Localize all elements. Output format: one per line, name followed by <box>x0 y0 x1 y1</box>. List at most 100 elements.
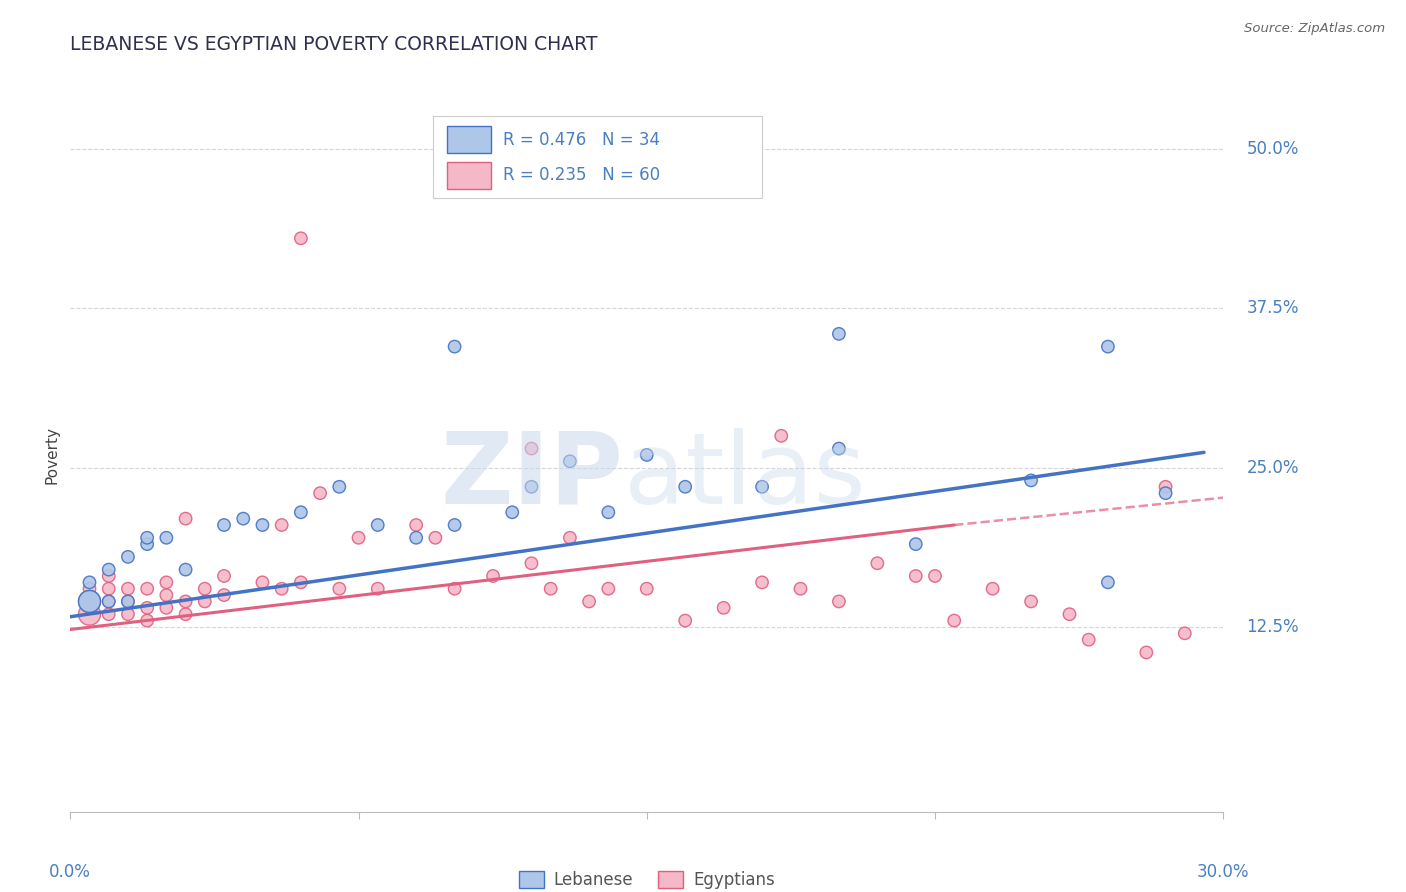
Bar <box>447 126 491 153</box>
Point <box>79 594 101 608</box>
Legend: Lebanese, Egyptians: Lebanese, Egyptians <box>512 864 782 892</box>
Point <box>174 511 197 525</box>
Point <box>828 442 851 456</box>
Point <box>1077 632 1099 647</box>
Point <box>673 614 696 628</box>
Point <box>252 518 274 533</box>
Point <box>194 582 217 596</box>
Point <box>1174 626 1197 640</box>
Point <box>136 582 159 596</box>
Point <box>904 537 927 551</box>
Point <box>405 531 427 545</box>
Point <box>904 569 927 583</box>
Point <box>155 588 177 602</box>
Point <box>328 480 350 494</box>
Text: LEBANESE VS EGYPTIAN POVERTY CORRELATION CHART: LEBANESE VS EGYPTIAN POVERTY CORRELATION… <box>70 35 598 54</box>
Point <box>520 556 543 570</box>
Text: 50.0%: 50.0% <box>1246 140 1299 158</box>
Point <box>117 594 139 608</box>
Point <box>1135 645 1157 659</box>
Point <box>520 480 543 494</box>
Text: atlas: atlas <box>624 428 865 524</box>
Text: R = 0.235   N = 60: R = 0.235 N = 60 <box>503 166 659 184</box>
Point <box>174 607 197 622</box>
Point <box>136 600 159 615</box>
Point <box>443 518 465 533</box>
Point <box>924 569 946 583</box>
Point <box>598 505 620 519</box>
Point <box>943 614 966 628</box>
Point <box>97 594 120 608</box>
FancyBboxPatch shape <box>433 116 762 198</box>
Y-axis label: Poverty: Poverty <box>44 425 59 484</box>
Point <box>155 531 177 545</box>
Point <box>367 518 389 533</box>
Text: Source: ZipAtlas.com: Source: ZipAtlas.com <box>1244 22 1385 36</box>
Point <box>598 582 620 596</box>
Point <box>713 600 735 615</box>
Point <box>789 582 811 596</box>
Text: 0.0%: 0.0% <box>49 863 91 880</box>
Point <box>520 442 543 456</box>
Point <box>770 429 793 443</box>
Point <box>97 607 120 622</box>
Point <box>290 231 312 245</box>
Point <box>981 582 1004 596</box>
Point <box>309 486 332 500</box>
Point <box>79 607 101 622</box>
Point <box>501 505 523 519</box>
Bar <box>447 162 491 189</box>
Text: 30.0%: 30.0% <box>1197 863 1250 880</box>
Point <box>117 607 139 622</box>
Point <box>174 563 197 577</box>
Point <box>270 582 292 596</box>
Point <box>482 569 505 583</box>
Point <box>155 600 177 615</box>
Point <box>155 575 177 590</box>
Point <box>290 575 312 590</box>
Point <box>194 594 217 608</box>
Point <box>97 582 120 596</box>
Point <box>79 575 101 590</box>
Point <box>1019 594 1042 608</box>
Point <box>1059 607 1081 622</box>
Point <box>751 480 773 494</box>
Point <box>232 511 254 525</box>
Point <box>97 563 120 577</box>
Text: 12.5%: 12.5% <box>1246 618 1299 636</box>
Point <box>136 537 159 551</box>
Point <box>636 448 658 462</box>
Point <box>97 594 120 608</box>
Point <box>136 531 159 545</box>
Point <box>558 454 581 468</box>
Point <box>212 518 235 533</box>
Point <box>1019 474 1042 488</box>
Point <box>540 582 562 596</box>
Point <box>212 569 235 583</box>
Point <box>97 569 120 583</box>
Point <box>1154 480 1177 494</box>
Point <box>290 505 312 519</box>
Point <box>79 582 101 596</box>
Point <box>1097 340 1119 354</box>
Point <box>347 531 370 545</box>
Point <box>174 594 197 608</box>
Point <box>405 518 427 533</box>
Point <box>828 594 851 608</box>
Point <box>558 531 581 545</box>
Point <box>79 594 101 608</box>
Point <box>270 518 292 533</box>
Point <box>117 582 139 596</box>
Point <box>636 582 658 596</box>
Text: 25.0%: 25.0% <box>1246 458 1299 476</box>
Text: R = 0.476   N = 34: R = 0.476 N = 34 <box>503 130 659 148</box>
Point <box>252 575 274 590</box>
Point <box>443 582 465 596</box>
Point <box>328 582 350 596</box>
Point <box>751 575 773 590</box>
Point <box>425 531 447 545</box>
Text: ZIP: ZIP <box>441 428 624 524</box>
Point <box>866 556 889 570</box>
Point <box>212 588 235 602</box>
Point <box>673 480 696 494</box>
